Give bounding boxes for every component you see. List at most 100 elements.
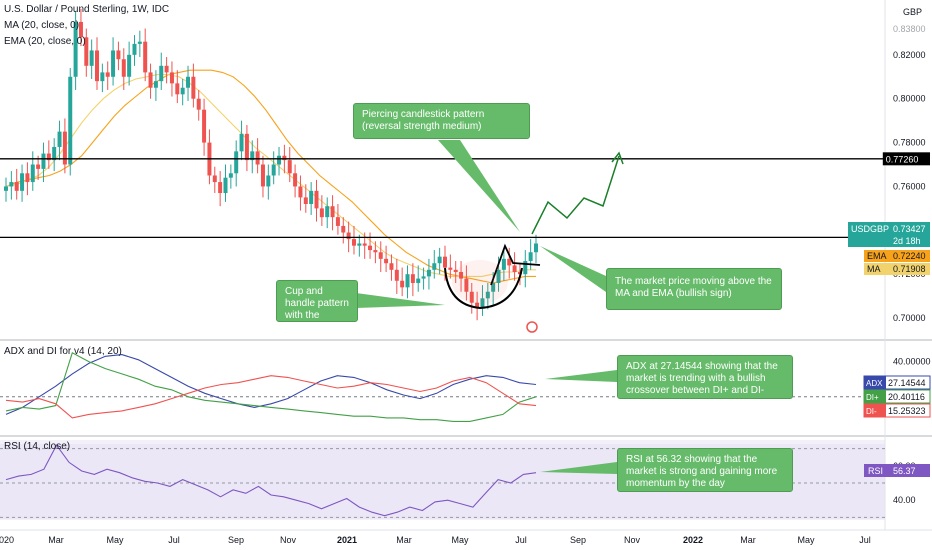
candle-body bbox=[95, 50, 100, 82]
candle-body bbox=[234, 151, 239, 174]
candle-body bbox=[73, 21, 78, 77]
cup-handle-callout: Cup and handle pattern with the conforma… bbox=[276, 280, 358, 333]
candle-body bbox=[132, 43, 137, 55]
adx-series-2 bbox=[5, 375, 537, 419]
candle-body bbox=[469, 291, 474, 303]
ema-tag bbox=[864, 250, 930, 262]
rsi-pane-title[interactable]: RSI (14, close) bbox=[4, 441, 71, 452]
candle-body bbox=[266, 175, 271, 187]
candle-body bbox=[491, 282, 496, 292]
rsi-tag-name: RSI bbox=[868, 466, 883, 476]
x-axis-label: Sep bbox=[570, 535, 586, 545]
candle-body bbox=[52, 146, 57, 161]
candle-body bbox=[228, 173, 233, 178]
piercing-callout: Piercing candlestick pattern (reversal s… bbox=[353, 103, 530, 139]
candle-body bbox=[121, 59, 126, 77]
last-price-tag bbox=[848, 222, 930, 247]
candle-body bbox=[202, 109, 207, 143]
candle-body bbox=[62, 131, 67, 165]
candle-body bbox=[368, 245, 373, 251]
ema-legend[interactable]: EMA (20, close, 0) bbox=[4, 36, 86, 47]
last-price-countdown: 2d 18h bbox=[893, 236, 921, 246]
candle-body bbox=[46, 153, 51, 161]
currency-label: GBP bbox=[903, 7, 923, 17]
ema-tag-label: EMA bbox=[867, 251, 887, 261]
candle-body bbox=[346, 232, 351, 240]
candle-body bbox=[277, 155, 282, 165]
candle-body bbox=[218, 182, 223, 194]
x-axis-label: Mar bbox=[740, 535, 756, 545]
market-pointer bbox=[540, 246, 606, 292]
projection-arrow bbox=[531, 155, 620, 235]
ma-tag-label: MA bbox=[867, 264, 881, 274]
adx-tag-swatch bbox=[864, 376, 886, 389]
x-axis-label: May bbox=[797, 535, 815, 545]
x-axis-label: 2020 bbox=[0, 535, 14, 545]
candle-body bbox=[180, 87, 185, 95]
candle-body bbox=[36, 164, 41, 169]
candle-body bbox=[159, 65, 164, 82]
candle-body bbox=[528, 252, 533, 262]
candle-body bbox=[351, 239, 356, 246]
x-axis-label: Nov bbox=[624, 535, 641, 545]
ma-tag-value: 0.71908 bbox=[893, 264, 926, 274]
candle-body bbox=[223, 177, 228, 194]
x-axis-label: Jul bbox=[168, 535, 180, 545]
candle-body bbox=[389, 263, 394, 270]
candle-body bbox=[20, 173, 25, 191]
candle-body bbox=[319, 208, 324, 218]
adx-series-0 bbox=[5, 354, 537, 415]
cup-pointer bbox=[356, 293, 445, 308]
adx-tag-value: 15.25323 bbox=[888, 406, 926, 416]
candle-body bbox=[9, 182, 14, 187]
candle-body bbox=[362, 243, 367, 246]
x-axis-label: 2022 bbox=[683, 535, 703, 545]
price-tick: 0.78000 bbox=[893, 138, 926, 148]
candle-body bbox=[271, 164, 276, 176]
candle-body bbox=[111, 50, 116, 77]
candle-body bbox=[244, 133, 249, 161]
earnings-icon[interactable] bbox=[526, 321, 538, 333]
candle-body bbox=[523, 261, 528, 275]
candle-body bbox=[153, 81, 158, 88]
candle-body bbox=[394, 269, 399, 281]
candle-body bbox=[373, 250, 378, 253]
x-axis-label: Mar bbox=[48, 535, 64, 545]
ma-line bbox=[5, 69, 536, 284]
candle-body bbox=[341, 225, 346, 233]
x-axis-label: Sep bbox=[228, 535, 244, 545]
piercing-pointer bbox=[438, 140, 520, 232]
candle-body bbox=[169, 72, 174, 84]
candle-body bbox=[357, 243, 362, 246]
ma-legend[interactable]: MA (20, close, 0) bbox=[4, 20, 80, 31]
candle-body bbox=[480, 298, 485, 308]
adx-tag-swatch bbox=[864, 404, 886, 417]
x-axis-label: 2021 bbox=[337, 535, 357, 545]
candle-body bbox=[453, 269, 458, 272]
candle-body bbox=[485, 291, 490, 299]
rsi-pointer bbox=[540, 462, 617, 474]
candle-body bbox=[432, 263, 437, 270]
rsi-line bbox=[5, 444, 537, 517]
candle-body bbox=[137, 41, 142, 44]
candle-body bbox=[25, 173, 30, 183]
adx-series-1 bbox=[5, 352, 537, 422]
adx-tick: 40.00000 bbox=[893, 357, 931, 367]
x-axis-label: Nov bbox=[280, 535, 297, 545]
x-axis-label: Jul bbox=[859, 535, 871, 545]
candle-body bbox=[410, 274, 415, 283]
price-tick: 0.70000 bbox=[893, 313, 926, 323]
rsi-tag bbox=[864, 464, 930, 477]
adx-pane-title[interactable]: ADX and DI for v4 (14, 20) bbox=[4, 346, 122, 357]
candle-body bbox=[30, 164, 35, 183]
candle-body bbox=[512, 265, 517, 272]
cup-drawing bbox=[444, 267, 523, 310]
candle-body bbox=[164, 65, 169, 73]
price-tick: 0.80000 bbox=[893, 94, 926, 104]
candle-body bbox=[459, 272, 464, 279]
candle-body bbox=[105, 72, 110, 77]
rsi-callout: RSI at 56.32 showing that the market is … bbox=[617, 448, 793, 492]
candle-body bbox=[4, 186, 8, 191]
x-axis-label: Mar bbox=[396, 535, 412, 545]
